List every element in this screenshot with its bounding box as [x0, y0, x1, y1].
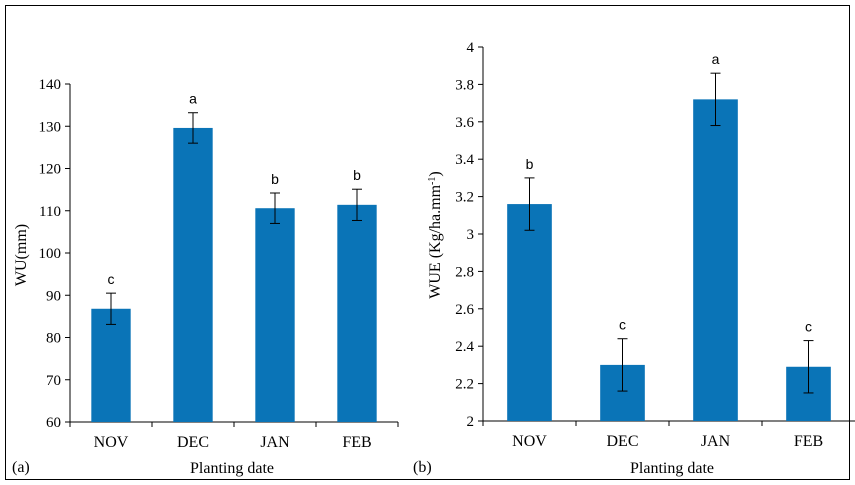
panel-b-label: (b) — [413, 459, 432, 476]
panel-a-y-tick-label: 120 — [39, 162, 62, 178]
panel-a-category-label: JAN — [260, 434, 290, 451]
panel-b: (b) Planting date WUE (Kg/ha.mm-1) 22.22… — [413, 40, 855, 477]
panel-b-y-tick-label: 2.4 — [455, 339, 474, 355]
panel-a: (a) Planting date WU(mm) 60 70 80 90 100 110 1… — [12, 77, 399, 477]
panel-b-y-tick-label: 2.8 — [455, 264, 474, 280]
panel-b-category-label: FEB — [794, 433, 823, 450]
panel-a-bar — [255, 208, 295, 422]
panel-a-category-label: FEB — [342, 434, 371, 451]
panel-a-y-tick-label: 90 — [46, 288, 61, 304]
panel-b-x-title: Planting date — [630, 460, 714, 477]
panel-b-y-title-main: WUE (Kg/ha.mm — [427, 184, 444, 298]
panel-a-y-tick-label: 140 — [39, 77, 62, 93]
panel-a-bar — [173, 127, 213, 422]
panel-b-significance-letter: a — [712, 51, 720, 67]
panel-a-x-title: Planting date — [190, 460, 274, 477]
panel-a-y-tick-label: 110 — [39, 204, 61, 220]
panel-a-label: (a) — [12, 459, 30, 476]
panel-b-y-tick-label: 3.6 — [455, 115, 474, 131]
panel-b-y-tick-label: 3.2 — [455, 190, 474, 206]
panel-b-y-tick-label: 3 — [467, 227, 475, 243]
panel-b-y-title-sup: -1 — [427, 177, 438, 185]
panel-a-category-label: DEC — [177, 434, 209, 451]
panel-a-y-tick-label: 80 — [46, 331, 61, 347]
panel-a-bar — [337, 204, 377, 422]
panel-a-significance-letter: b — [353, 167, 361, 183]
panel-a-y-tick-label: 60 — [46, 415, 61, 431]
panel-b-category-label: NOV — [512, 433, 547, 450]
panel-b-y-title: WUE (Kg/ha.mm-1) — [427, 171, 444, 298]
panel-b-y-tick-label: 4 — [467, 40, 475, 56]
panel-b-category-label: JAN — [701, 433, 731, 450]
panel-a-significance-letter: b — [271, 171, 279, 187]
panel-a-y-tick-label: 130 — [39, 119, 62, 135]
panel-b-significance-letter: c — [805, 319, 812, 335]
panel-b-y-tick-label: 2.2 — [455, 377, 474, 393]
panel-b-category-label: DEC — [607, 433, 639, 450]
panel-a-y-tick-label: 100 — [39, 246, 62, 262]
panel-b-bar — [693, 99, 738, 422]
panel-a-category-label: NOV — [94, 434, 129, 451]
panel-a-y-title: WU(mm) — [13, 224, 30, 286]
panel-b-marks: 2 2.2 2.4 2.6 2.8 3 3.2 3.4 3.6 3.8 4 b NOV c DEC a JAN c… — [455, 40, 855, 450]
panel-a-y-tick-label: 70 — [46, 373, 61, 389]
panel-a-significance-letter: c — [108, 271, 115, 287]
panel-b-y-tick-label: 3.8 — [455, 77, 474, 93]
panel-b-y-title-close: ) — [427, 171, 444, 176]
panel-a-bar — [91, 308, 131, 422]
panel-b-y-tick-label: 3.4 — [455, 152, 474, 168]
panel-b-bar — [507, 204, 552, 421]
panel-b-y-tick-label: 2 — [467, 414, 475, 430]
panel-a-marks: 60 70 80 90 100 110 120 130 140 c NOV a DEC b JAN b FEB — [39, 77, 399, 451]
panel-b-y-tick-label: 2.6 — [455, 302, 474, 318]
panel-b-significance-letter: c — [619, 317, 626, 333]
panel-b-significance-letter: b — [526, 156, 534, 172]
panel-a-significance-letter: a — [189, 91, 197, 107]
